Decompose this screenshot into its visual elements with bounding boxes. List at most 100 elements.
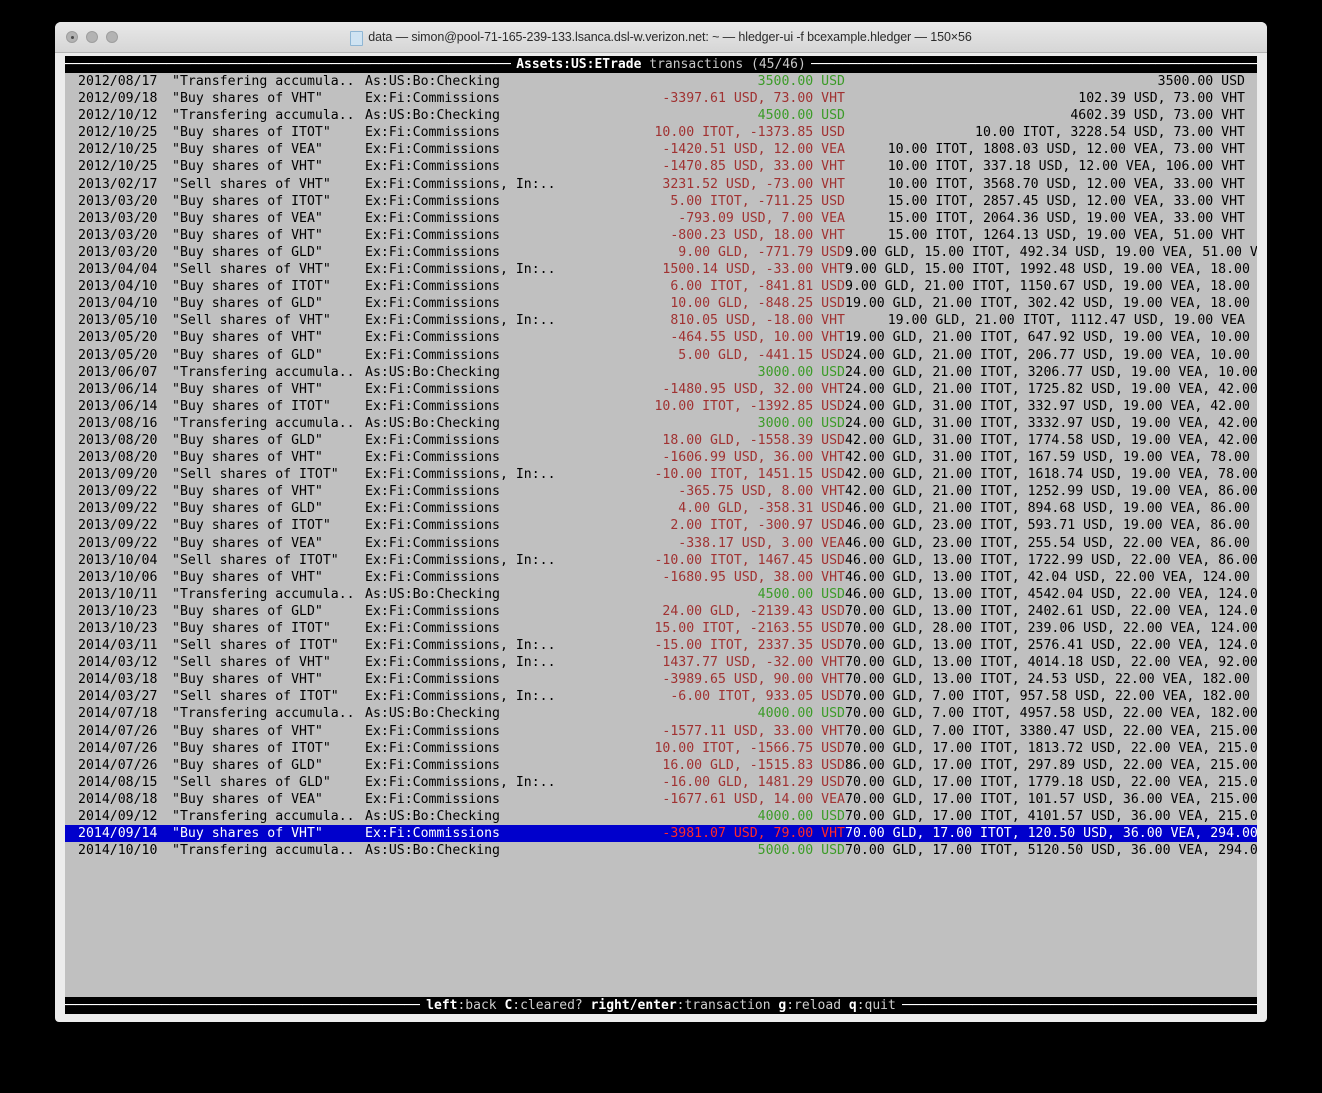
row-amount: 3000.00 USD <box>757 415 845 431</box>
row-amount: 2.00 ITOT, -300.97 USD <box>670 518 845 534</box>
table-row[interactable]: 2013/05/10 "Sell shares of VHT" Ex:Fi:Comm… <box>65 312 1257 329</box>
row-date: 2013/04/10 <box>78 279 158 295</box>
row-account: Ex:Fi:Commissions <box>365 672 500 688</box>
row-description: "Buy shares of VHT" <box>172 227 323 243</box>
window-titlebar[interactable]: data — simon@pool-71-165-239-133.lsanca.… <box>55 22 1267 53</box>
table-row[interactable]: 2014/09/14 "Buy shares of VHT" Ex:Fi:Commi… <box>65 825 1257 843</box>
terminal-window[interactable]: data — simon@pool-71-165-239-133.lsanca.… <box>55 22 1267 1022</box>
table-row[interactable]: 2014/03/18 "Buy shares of VHT" Ex:Fi:Commi… <box>65 671 1257 688</box>
table-row[interactable]: 2013/06/14 "Buy shares of VHT" Ex:Fi:Commi… <box>65 381 1257 398</box>
row-balance: 70.00 GLD, 13.00 ITOT, 2402.61 USD, 22.0… <box>845 603 1257 619</box>
table-row[interactable]: 2013/03/20 "Buy shares of VEA" Ex:Fi:Commi… <box>65 210 1257 227</box>
table-row[interactable]: 2013/02/17 "Sell shares of VHT" Ex:Fi:Comm… <box>65 176 1257 193</box>
table-row[interactable]: 2013/05/20 "Buy shares of VHT" Ex:Fi:Commi… <box>65 329 1257 346</box>
row-balance: 4602.39 USD, 73.00 VHT <box>1070 108 1245 124</box>
table-row[interactable]: 2012/08/17 "Transfering accumula.. As:US:B… <box>65 73 1257 90</box>
minimize-button[interactable] <box>86 31 98 43</box>
table-row[interactable]: 2014/07/26 "Buy shares of VHT" Ex:Fi:Commi… <box>65 723 1257 740</box>
row-amount: -1677.61 USD, 14.00 VEA <box>662 791 845 807</box>
table-row[interactable]: 2013/10/11 "Transfering accumula.. As:US:B… <box>65 586 1257 603</box>
row-balance: 9.00 GLD, 15.00 ITOT, 1992.48 USD, 19.00… <box>845 262 1257 278</box>
row-account: Ex:Fi:Commissions, In:.. <box>365 176 556 192</box>
close-button[interactable] <box>66 31 78 43</box>
transactions-list[interactable]: 2012/08/17 "Transfering accumula.. As:US:B… <box>65 73 1257 859</box>
table-row[interactable]: 2013/09/22 "Buy shares of VEA" Ex:Fi:Commi… <box>65 535 1257 552</box>
row-account: Ex:Fi:Commissions <box>365 347 500 363</box>
row-description: "Buy shares of ITOT" <box>172 621 331 636</box>
row-date: 2012/10/25 <box>78 159 158 175</box>
table-row[interactable]: 2013/08/20 "Buy shares of GLD" Ex:Fi:Commi… <box>65 432 1257 449</box>
table-row[interactable]: 2012/10/12 "Transfering accumula.. As:US:B… <box>65 107 1257 124</box>
row-date: 2013/10/04 <box>78 552 158 568</box>
table-row[interactable]: 2013/04/10 "Buy shares of GLD" Ex:Fi:Commi… <box>65 295 1257 312</box>
row-date: 2013/03/20 <box>78 244 158 260</box>
row-account: Ex:Fi:Commissions <box>365 381 500 397</box>
table-row[interactable]: 2013/09/22 "Buy shares of VHT" Ex:Fi:Commi… <box>65 483 1257 500</box>
table-row[interactable]: 2014/03/12 "Sell shares of VHT" Ex:Fi:Comm… <box>65 654 1257 671</box>
row-description: "Transfering accumula.. <box>172 706 355 722</box>
row-account: Ex:Fi:Commissions, In:.. <box>365 689 556 705</box>
row-amount: -464.55 USD, 10.00 VHT <box>670 330 845 346</box>
row-account: Ex:Fi:Commissions, In:.. <box>365 655 556 671</box>
table-row[interactable]: 2013/05/20 "Buy shares of GLD" Ex:Fi:Commi… <box>65 347 1257 364</box>
terminal-screen[interactable]: ────────────────────────────────────────… <box>65 56 1257 1014</box>
table-row[interactable]: 2014/08/18 "Buy shares of VEA" Ex:Fi:Commi… <box>65 791 1257 808</box>
status-key: q <box>848 998 857 1013</box>
table-row[interactable]: 2012/10/25 "Buy shares of VEA" Ex:Fi:Commi… <box>65 141 1257 158</box>
row-date: 2014/07/18 <box>78 706 158 722</box>
table-row[interactable]: 2013/03/20 "Buy shares of ITOT" Ex:Fi:Comm… <box>65 193 1257 210</box>
table-row[interactable]: 2014/09/12 "Transfering accumula.. As:US:B… <box>65 808 1257 825</box>
row-description: "Sell shares of ITOT" <box>172 552 339 568</box>
row-date: 2012/10/25 <box>78 125 158 141</box>
table-row[interactable]: 2013/10/04 "Sell shares of ITOT" Ex:Fi:Com… <box>65 552 1257 569</box>
table-row[interactable]: 2014/07/26 "Buy shares of GLD" Ex:Fi:Commi… <box>65 757 1257 774</box>
table-row[interactable]: 2013/08/16 "Transfering accumula.. As:US:B… <box>65 415 1257 432</box>
row-account: Ex:Fi:Commissions <box>365 518 500 534</box>
row-date: 2013/09/22 <box>78 535 158 551</box>
table-row[interactable]: 2014/03/27 "Sell shares of ITOT" Ex:Fi:Com… <box>65 688 1257 705</box>
row-account: As:US:Bo:Checking <box>365 74 500 89</box>
row-amount: -1480.95 USD, 32.00 VHT <box>662 381 845 397</box>
row-description: "Buy shares of VHT" <box>172 569 323 585</box>
table-row[interactable]: 2014/07/18 "Transfering accumula.. As:US:B… <box>65 705 1257 722</box>
table-row[interactable]: 2013/10/23 "Buy shares of ITOT" Ex:Fi:Comm… <box>65 620 1257 637</box>
table-row[interactable]: 2014/07/26 "Buy shares of ITOT" Ex:Fi:Comm… <box>65 740 1257 757</box>
row-amount: -1606.99 USD, 36.00 VHT <box>662 450 845 466</box>
table-row[interactable]: 2012/09/18 "Buy shares of VHT" Ex:Fi:Commi… <box>65 90 1257 107</box>
row-date: 2013/03/20 <box>78 193 158 209</box>
table-row[interactable]: 2013/04/04 "Sell shares of VHT" Ex:Fi:Comm… <box>65 261 1257 278</box>
row-amount: -1680.95 USD, 38.00 VHT <box>662 569 845 585</box>
zoom-button[interactable] <box>106 31 118 43</box>
table-row[interactable]: 2013/10/23 "Buy shares of GLD" Ex:Fi:Commi… <box>65 603 1257 620</box>
row-account: Ex:Fi:Commissions <box>365 398 500 414</box>
document-icon <box>350 30 364 46</box>
table-row[interactable]: 2014/03/11 "Sell shares of ITOT" Ex:Fi:Com… <box>65 637 1257 654</box>
table-row[interactable]: 2013/10/06 "Buy shares of VHT" Ex:Fi:Commi… <box>65 569 1257 586</box>
window-title-text: data — simon@pool-71-165-239-133.lsanca.… <box>368 30 972 44</box>
row-amount: 1437.77 USD, -32.00 VHT <box>662 655 845 671</box>
table-row[interactable]: 2013/03/20 "Buy shares of VHT" Ex:Fi:Commi… <box>65 227 1257 244</box>
table-row[interactable]: 2013/09/22 "Buy shares of ITOT" Ex:Fi:Comm… <box>65 517 1257 534</box>
row-amount: -10.00 ITOT, 1467.45 USD <box>654 552 845 568</box>
table-row[interactable]: 2014/10/10 "Transfering accumula.. As:US:B… <box>65 842 1257 859</box>
row-amount: -10.00 ITOT, 1451.15 USD <box>654 467 845 483</box>
row-balance: 24.00 GLD, 21.00 ITOT, 1725.82 USD, 19.0… <box>845 381 1257 397</box>
table-row[interactable]: 2013/06/07 "Transfering accumula.. As:US:B… <box>65 364 1257 381</box>
row-date: 2014/10/10 <box>78 843 158 859</box>
window-controls[interactable] <box>66 31 118 43</box>
row-account: Ex:Fi:Commissions <box>365 91 500 107</box>
table-row[interactable]: 2014/08/15 "Sell shares of GLD" Ex:Fi:Comm… <box>65 774 1257 791</box>
row-description: "Buy shares of ITOT" <box>172 193 331 209</box>
table-row[interactable]: 2012/10/25 "Buy shares of VHT" Ex:Fi:Commi… <box>65 158 1257 175</box>
table-row[interactable]: 2013/04/10 "Buy shares of ITOT" Ex:Fi:Comm… <box>65 278 1257 295</box>
row-amount: -338.17 USD, 3.00 VEA <box>678 535 845 551</box>
table-row[interactable]: 2012/10/25 "Buy shares of ITOT" Ex:Fi:Comm… <box>65 124 1257 141</box>
row-balance: 42.00 GLD, 31.00 ITOT, 167.59 USD, 19.00… <box>845 450 1257 466</box>
table-row[interactable]: 2013/09/22 "Buy shares of GLD" Ex:Fi:Commi… <box>65 500 1257 517</box>
row-account: Ex:Fi:Commissions <box>365 757 500 773</box>
table-row[interactable]: 2013/09/20 "Sell shares of ITOT" Ex:Fi:Com… <box>65 466 1257 483</box>
table-row[interactable]: 2013/08/20 "Buy shares of VHT" Ex:Fi:Commi… <box>65 449 1257 466</box>
table-row[interactable]: 2013/03/20 "Buy shares of GLD" Ex:Fi:Commi… <box>65 244 1257 261</box>
row-balance: 70.00 GLD, 17.00 ITOT, 4101.57 USD, 36.0… <box>845 809 1257 825</box>
table-row[interactable]: 2013/06/14 "Buy shares of ITOT" Ex:Fi:Comm… <box>65 398 1257 415</box>
